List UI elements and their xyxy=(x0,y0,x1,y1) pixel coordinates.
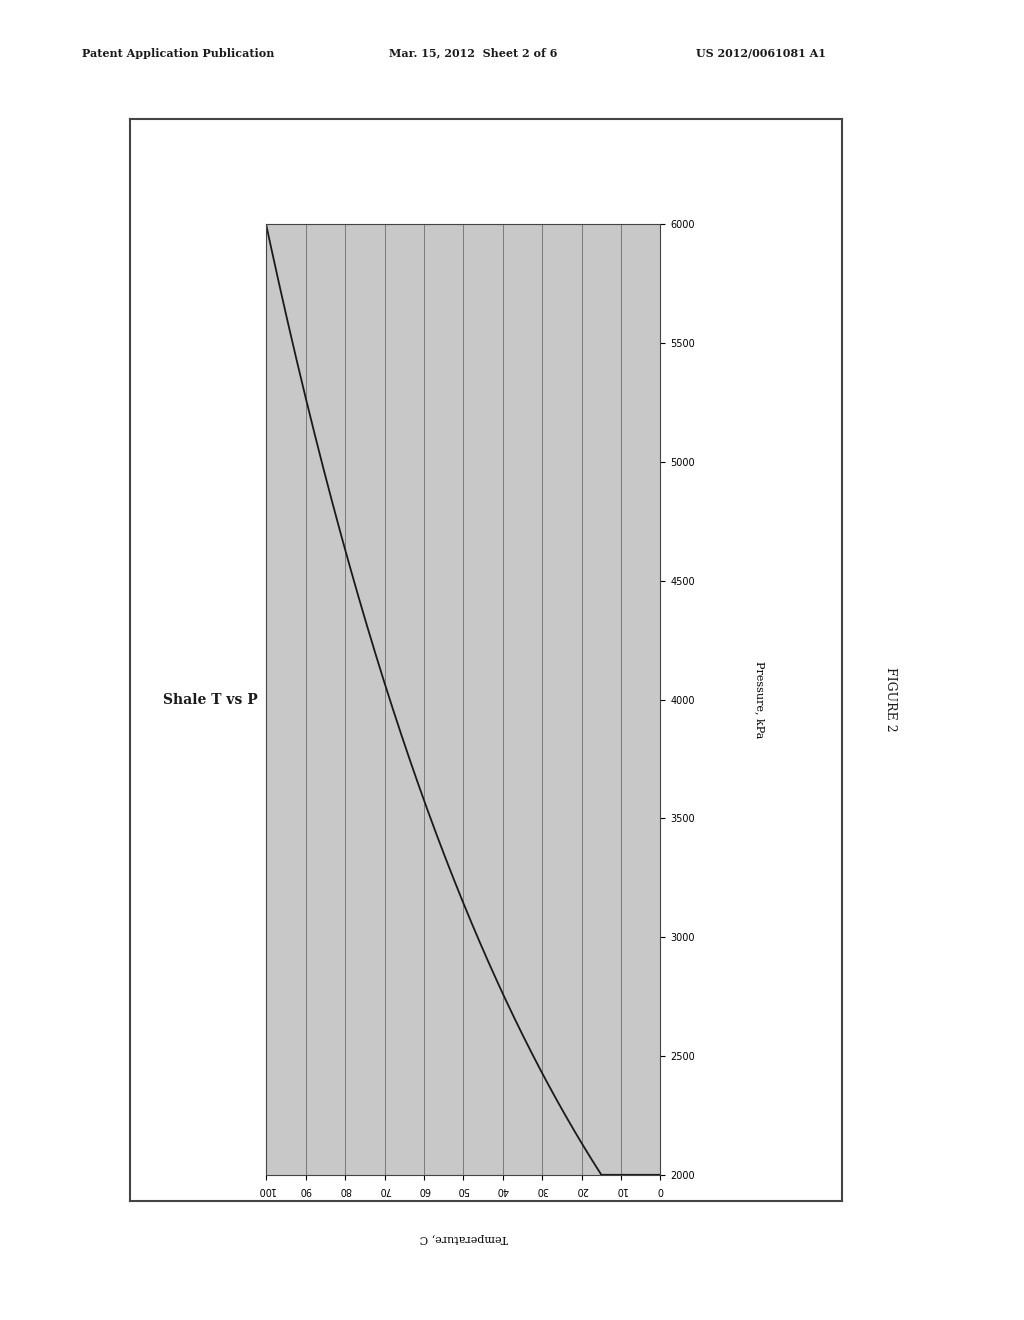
Text: FIGURE 2: FIGURE 2 xyxy=(885,668,897,731)
Text: US 2012/0061081 A1: US 2012/0061081 A1 xyxy=(696,48,826,59)
Text: Patent Application Publication: Patent Application Publication xyxy=(82,48,274,59)
X-axis label: Temperature, C: Temperature, C xyxy=(419,1233,508,1243)
Text: Shale T vs P: Shale T vs P xyxy=(163,693,257,706)
Text: Mar. 15, 2012  Sheet 2 of 6: Mar. 15, 2012 Sheet 2 of 6 xyxy=(389,48,557,59)
Y-axis label: Pressure, kPa: Pressure, kPa xyxy=(755,661,764,738)
